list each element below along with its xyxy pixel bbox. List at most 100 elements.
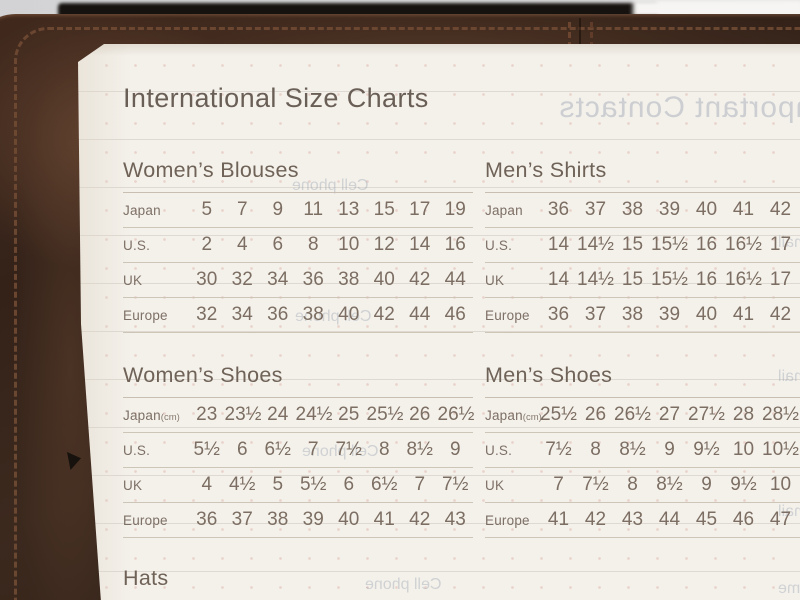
size-value: 8 (307, 234, 319, 255)
size-value: 17 (409, 199, 431, 220)
size-value: 17 (769, 234, 792, 255)
size-value: 46 (444, 304, 466, 325)
size-value: 2 (201, 234, 213, 255)
size-value: 36 (267, 304, 289, 325)
size-table-row: Japan 5 7 9 11 13 15 17 19 (123, 193, 473, 228)
leather-seam-stitch (590, 22, 593, 58)
size-table: Japan(cm) 25½ 26 26½ 27 27½ 28 28½ U.S. 7½ 8 8½ 9 9½ 1… (485, 397, 800, 538)
size-value: 28 (732, 404, 755, 425)
row-label: U.S. (485, 443, 540, 458)
size-value: 15½ (651, 269, 688, 290)
stitch-line (14, 27, 800, 600)
row-label-text: UK (123, 477, 143, 493)
size-value: 7½ (335, 439, 362, 460)
size-value: 8½ (656, 474, 683, 495)
size-value: 41 (547, 509, 570, 530)
size-value: 14½ (577, 269, 614, 290)
leather-seam-stitch (568, 22, 571, 58)
size-value: 27 (658, 404, 681, 425)
size-value: 9½ (730, 474, 757, 495)
size-table: Japan 5 7 9 11 13 15 17 19 U.S. 2 4 6 8 10 12 14 16 UK 30 32… (123, 192, 473, 333)
size-value: 36 (302, 269, 324, 290)
size-value: 37 (584, 199, 607, 220)
size-value: 14 (409, 234, 431, 255)
size-value: 15 (373, 199, 395, 220)
row-label-text: Japan (123, 202, 161, 218)
size-value: 38 (267, 509, 289, 530)
size-value: 9 (449, 439, 461, 460)
row-label-text: Europe (485, 512, 530, 528)
row-label-text: Europe (123, 307, 168, 323)
size-value: 45 (695, 509, 718, 530)
size-value: 26 (584, 404, 607, 425)
size-value: 25 (338, 404, 360, 425)
size-value: 41 (373, 509, 395, 530)
row-label: U.S. (485, 238, 540, 253)
size-value: 27½ (688, 404, 725, 425)
row-label: Europe (485, 308, 540, 323)
size-value: 46 (732, 509, 755, 530)
size-table-row: Europe 36 37 38 39 40 41 42 (485, 298, 800, 333)
size-value: 44 (658, 509, 681, 530)
row-label: Europe (485, 513, 540, 528)
size-table-row: UK 30 32 34 36 38 40 42 44 (123, 263, 473, 298)
size-value: 39 (658, 199, 681, 220)
size-value: 23 (196, 404, 218, 425)
row-label: U.S. (123, 238, 189, 253)
size-value: 7 (236, 199, 248, 220)
size-value: 34 (267, 269, 289, 290)
size-value: 5½ (193, 439, 220, 460)
row-label: Japan (485, 203, 540, 218)
size-table-row: Japan(cm) 25½ 26 26½ 27 27½ 28 28½ (485, 398, 800, 433)
row-label: UK (485, 478, 540, 493)
size-value: 26½ (437, 404, 475, 425)
row-label-text: Japan (485, 407, 523, 423)
size-value: 16½ (725, 269, 762, 290)
size-value: 16 (695, 234, 718, 255)
size-value: 14 (547, 234, 570, 255)
size-value: 8 (590, 439, 601, 460)
size-value: 41 (732, 199, 755, 220)
size-value: 32 (196, 304, 218, 325)
size-value: 5 (272, 474, 284, 495)
size-value: 39 (302, 509, 324, 530)
size-value: 6 (272, 234, 284, 255)
size-value: 16 (444, 234, 466, 255)
size-value: 32 (231, 269, 253, 290)
size-value: 30 (196, 269, 218, 290)
size-section-men-s-shirts: Men’s Shirts Japan 36 37 38 39 40 41 42 U.S. 14 14½… (485, 157, 800, 333)
size-value: 15 (621, 269, 644, 290)
row-label: U.S. (123, 443, 189, 458)
size-value: 40 (338, 509, 360, 530)
row-label-text: Japan (123, 407, 161, 423)
size-section-women-s-blouses: Women’s Blouses Japan 5 7 9 11 13 15 17 19 U.S. 2 4 6… (123, 157, 473, 333)
size-value: 36 (196, 509, 218, 530)
size-table-row: Japan(cm) 23 23½ 24 24½ 25 25½ 26 26½ (123, 398, 475, 433)
row-label-text: U.S. (485, 237, 513, 253)
size-value: 6½ (371, 474, 398, 495)
size-value: 14 (547, 269, 570, 290)
row-label-text: U.S. (123, 237, 151, 253)
size-value: 9½ (693, 439, 720, 460)
notebook-page: Important Contacts Cell phone Cell phone… (78, 44, 800, 600)
section-title: Men’s Shirts (485, 158, 607, 182)
size-value: 8 (378, 439, 390, 460)
size-value: 36 (547, 304, 570, 325)
page-title: International Size Charts (123, 83, 429, 113)
size-value: 19 (444, 199, 466, 220)
size-value: 26 (409, 404, 431, 425)
size-table-row: U.S. 2 4 6 8 10 12 14 16 (123, 228, 473, 263)
size-value: 6 (343, 474, 355, 495)
row-label: UK (123, 478, 189, 493)
size-table-row: U.S. 7½ 8 8½ 9 9½ 10 10½ (485, 433, 800, 468)
size-value: 26½ (614, 404, 651, 425)
size-value: 38 (621, 199, 644, 220)
size-value: 42 (373, 304, 395, 325)
size-value: 10 (732, 439, 755, 460)
size-table-row: Europe 41 42 43 44 45 46 47 (485, 503, 800, 538)
size-value: 9 (664, 439, 675, 460)
size-table: Japan 36 37 38 39 40 41 42 U.S. 14 14½ 15 15½ 16 16½ 17… (485, 192, 800, 333)
size-value: 37 (584, 304, 607, 325)
size-table-row: Europe 36 37 38 39 40 41 42 43 (123, 503, 473, 538)
backdrop-highlight (633, 0, 800, 17)
